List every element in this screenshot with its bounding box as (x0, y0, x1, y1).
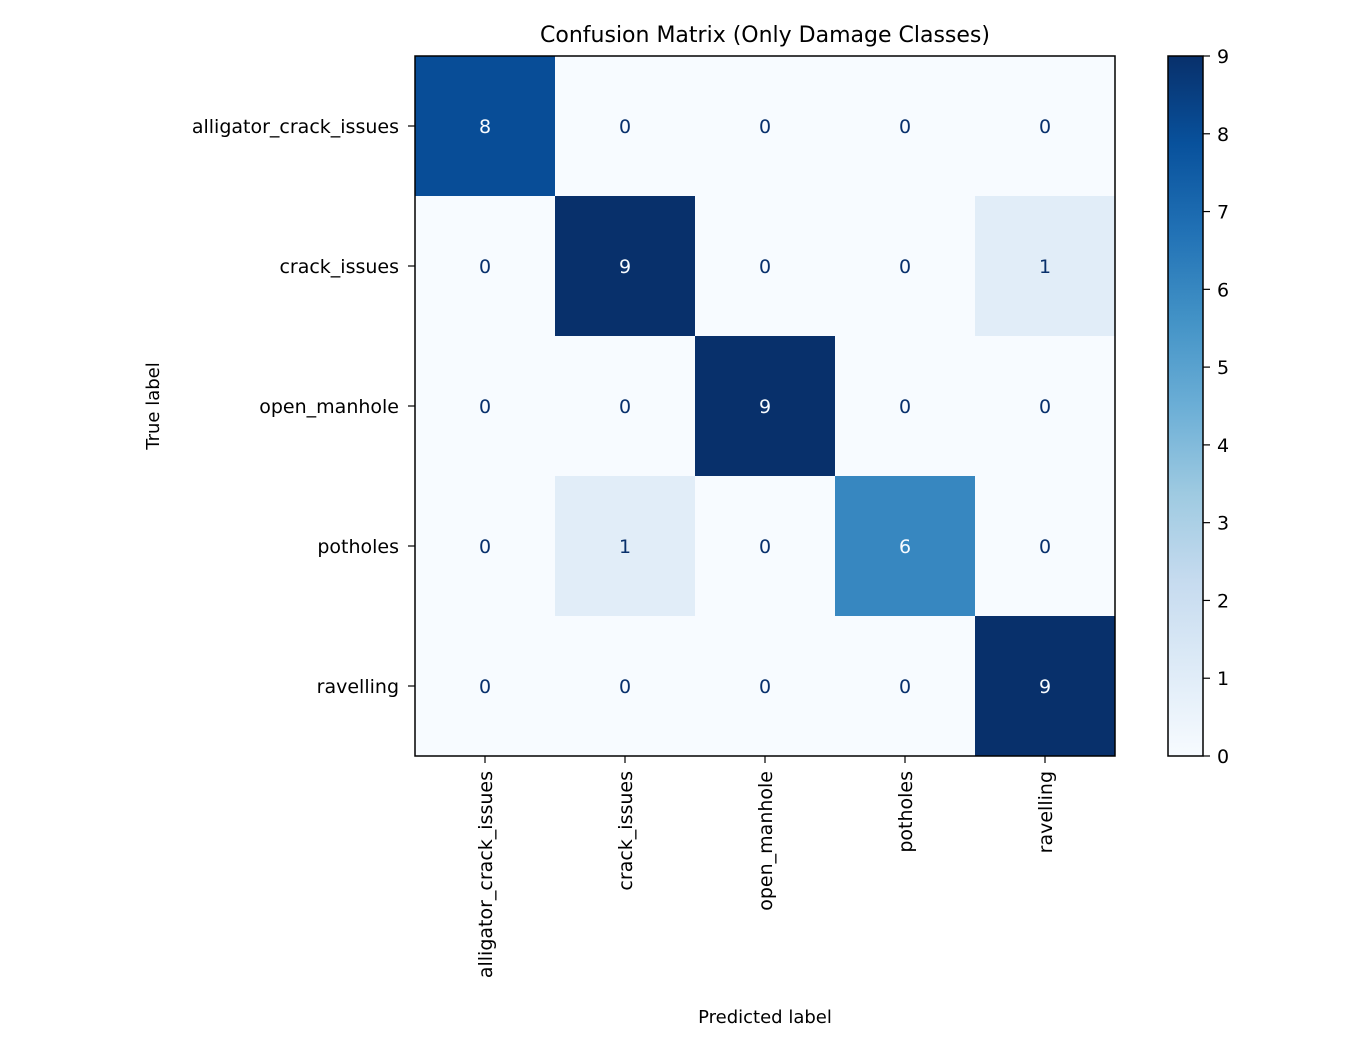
heatmap-cell (695, 476, 836, 617)
cell-value-label: 0 (899, 256, 911, 278)
x-axis-ticks: alligator_crack_issues crack_issues open_m… (475, 756, 1057, 978)
heatmap-cell (695, 336, 836, 477)
colorbar-tick-label: 0 (1217, 746, 1229, 768)
heatmap-cell (415, 56, 556, 197)
heatmap-cell (555, 56, 696, 197)
cell-value-label: 9 (1039, 676, 1051, 698)
heatmap-cell (835, 616, 976, 757)
colorbar-tick-label: 1 (1217, 668, 1229, 690)
colorbar-tick-label: 8 (1217, 124, 1229, 146)
cell-value-label: 0 (479, 536, 491, 558)
colorbar-tick-label: 4 (1217, 435, 1229, 457)
x-tick-label: crack_issues (615, 771, 637, 891)
y-axis-label: True label (143, 362, 164, 451)
colorbar-tick-label: 3 (1217, 513, 1229, 535)
cell-value-label: 0 (1039, 536, 1051, 558)
heatmap-cell (835, 56, 976, 197)
heatmap-cell (975, 56, 1116, 197)
colorbar-frame (1167, 55, 1204, 757)
heatmap-cell (975, 336, 1116, 477)
y-axis-ticks: alligator_crack_issues crack_issues open_m… (192, 116, 415, 698)
y-tick-label: crack_issues (279, 256, 399, 278)
heatmap-cell (415, 476, 556, 617)
cell-value-label: 1 (619, 536, 631, 558)
cell-value-label: 1 (1039, 256, 1051, 278)
y-tick-label: alligator_crack_issues (192, 116, 399, 138)
x-axis-label: Predicted label (698, 1007, 832, 1028)
cell-value-label: 8 (479, 116, 491, 138)
cell-value-label: 0 (759, 676, 771, 698)
cell-value-label: 0 (479, 396, 491, 418)
colorbar-ticks: 0 1 2 3 4 5 6 7 8 9 (1203, 46, 1229, 768)
heatmap-cell (835, 196, 976, 337)
cell-value-label: 0 (479, 676, 491, 698)
heatmap-cells (415, 56, 1116, 757)
heatmap-cell (975, 616, 1116, 757)
colorbar-tick-label: 9 (1217, 46, 1229, 68)
heatmap-cell (555, 616, 696, 757)
heatmap-cell (415, 616, 556, 757)
cell-value-label: 0 (619, 676, 631, 698)
colorbar-gradient (1168, 56, 1203, 756)
heatmap-cell (695, 196, 836, 337)
heatmap-cell (555, 196, 696, 337)
heatmap-cell (975, 196, 1116, 337)
x-tick-label: alligator_crack_issues (475, 771, 497, 978)
heatmap-cell (415, 196, 556, 337)
cell-value-label: 0 (619, 396, 631, 418)
cell-value-label: 0 (759, 536, 771, 558)
cell-value-label: 0 (759, 256, 771, 278)
colorbar-tick-label: 5 (1217, 357, 1229, 379)
y-tick-label: potholes (317, 536, 399, 558)
heatmap-cell (415, 336, 556, 477)
heatmap-cell (835, 476, 976, 617)
heatmap-cell (695, 616, 836, 757)
heatmap-cell (695, 56, 836, 197)
x-tick-label: potholes (895, 771, 917, 853)
cell-value-label: 0 (479, 256, 491, 278)
heatmap-cell (975, 476, 1116, 617)
heatmap-cell (835, 336, 976, 477)
x-tick-label: open_manhole (755, 771, 777, 911)
chart-title: Confusion Matrix (Only Damage Classes) (540, 23, 990, 48)
colorbar-tick-label: 7 (1217, 202, 1229, 224)
x-tick-label: ravelling (1035, 771, 1057, 853)
y-tick-label: ravelling (317, 676, 399, 698)
cell-value-label: 6 (899, 536, 911, 558)
heatmap-cell (555, 336, 696, 477)
cell-value-label: 0 (1039, 116, 1051, 138)
cell-value-label: 9 (619, 256, 631, 278)
cell-value-label: 0 (899, 116, 911, 138)
y-tick-label: open_manhole (259, 396, 399, 418)
cell-value-label: 0 (1039, 396, 1051, 418)
cell-value-label: 9 (759, 396, 771, 418)
cell-value-labels: 8 0 0 0 0 0 9 0 0 1 0 0 9 0 0 0 1 0 6 0 0 0 0 0 9 (479, 116, 1051, 698)
cell-value-label: 0 (899, 676, 911, 698)
colorbar-tick-label: 6 (1217, 279, 1229, 301)
cell-value-label: 0 (759, 116, 771, 138)
colorbar-tick-label: 2 (1217, 590, 1229, 612)
cell-value-label: 0 (619, 116, 631, 138)
cell-value-label: 0 (899, 396, 911, 418)
heatmap-cell (555, 476, 696, 617)
